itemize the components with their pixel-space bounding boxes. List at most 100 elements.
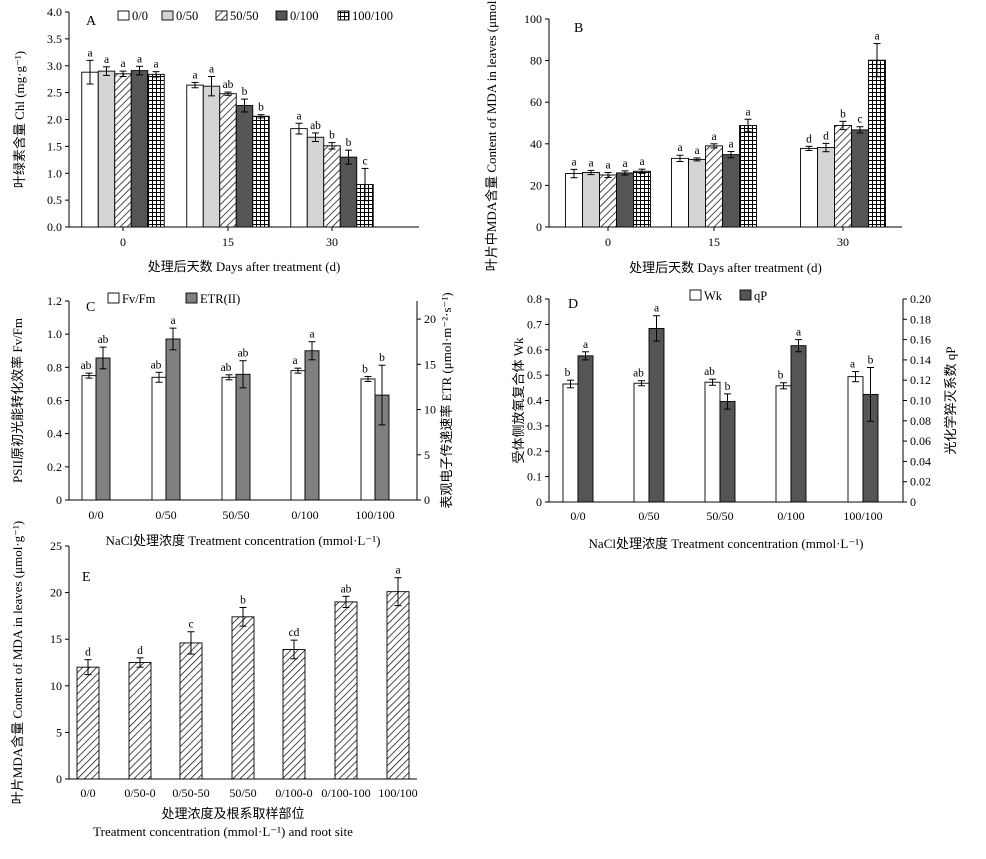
legend-label: qP: [754, 289, 767, 303]
panel-label: C: [86, 300, 95, 315]
bar: [339, 156, 358, 228]
bar: [165, 338, 181, 501]
y-right-tick-label: 5: [424, 448, 430, 462]
significance-label: ab: [704, 366, 715, 378]
x-axis-title: NaCl处理浓度 Treatment concentration (mmol·L…: [589, 536, 864, 551]
y-right-tick-label: 0.06: [910, 434, 931, 448]
bar: [235, 105, 254, 228]
chart-d: 0 0.1 0.2 0.3 0.4 0.5 0.6 0.7 0.8 0 0.02 0.04 0.06 0.…: [511, 289, 958, 551]
y-axis-title: 叶片MDA含量 Content of MDA in leaves (μmol·g…: [10, 521, 25, 804]
bar: [151, 376, 167, 501]
y-tick-label: 1.5: [47, 139, 62, 153]
significance-label: d: [137, 645, 143, 657]
significance-label: a: [874, 31, 879, 43]
significance-label: c: [188, 619, 193, 631]
bar: [704, 381, 721, 503]
y-tick-label: 0.5: [47, 193, 62, 207]
y-left-tick-label: 0.8: [527, 292, 542, 306]
significance-label: a: [309, 329, 314, 341]
significance-label: b: [258, 102, 264, 114]
y-tick-label: 40: [530, 137, 542, 151]
significance-label: b: [725, 381, 731, 393]
x-tick-label: 100/100: [378, 786, 417, 800]
significance-label: a: [588, 157, 593, 169]
bar: [282, 649, 306, 780]
x-tick-label: 50/50: [222, 508, 249, 522]
significance-label: c: [362, 155, 367, 167]
panel-label: A: [86, 14, 97, 29]
x-tick-label: 30: [326, 235, 338, 249]
y-left-tick-label: 0.4: [47, 427, 62, 441]
significance-label: b: [778, 370, 784, 382]
significance-label: a: [605, 160, 610, 172]
significance-label: a: [728, 138, 733, 150]
bar: [577, 355, 594, 503]
y-tick-label: 4.0: [47, 5, 62, 19]
y-tick-label: 3.5: [47, 32, 62, 46]
y-tick-label: 1.0: [47, 166, 62, 180]
bar: [633, 170, 651, 228]
significance-label: a: [104, 54, 109, 66]
y-tick-label: 20: [50, 586, 62, 600]
x-tick-label: 0/50: [638, 509, 659, 523]
bar: [705, 145, 723, 228]
x-tick-label: 0/0: [570, 509, 585, 523]
y-right-axis-title: 表观电子传递速率 ETR (μmol·m⁻²·s⁻¹): [439, 292, 454, 508]
x-tick-label: 100/100: [843, 509, 882, 523]
bar: [97, 70, 116, 228]
significance-label: d: [823, 130, 829, 142]
x-tick-label: 0/100-0: [275, 786, 312, 800]
x-tick-label: 0: [120, 235, 126, 249]
y-right-tick-label: 0.10: [910, 394, 931, 408]
y-left-tick-label: 0.8: [47, 360, 62, 374]
bar: [868, 59, 886, 228]
y-right-tick-label: 0.14: [910, 353, 931, 367]
legend-label: Wk: [704, 289, 723, 303]
y-left-tick-label: 0: [536, 495, 542, 509]
x-tick-label: 50/50: [229, 786, 256, 800]
significance-label: d: [85, 647, 91, 659]
significance-label: c: [857, 114, 862, 126]
x-tick-label: 0/50: [155, 508, 176, 522]
bar: [235, 373, 251, 501]
x-tick-label: 50/50: [706, 509, 733, 523]
bar: [290, 370, 306, 501]
bar: [306, 136, 325, 228]
y-right-tick-label: 0: [424, 493, 430, 507]
bar: [219, 93, 237, 228]
chart-e: 0 5 10 15 20 25 d 0/0 d 0/50-0 c 0/50-50 b 50/50 cd 0/1…: [10, 521, 418, 839]
significance-label: a: [120, 58, 125, 70]
legend-label: 0/0: [132, 9, 148, 23]
x-tick-label: 15: [222, 235, 234, 249]
legend-label: 100/100: [352, 9, 393, 23]
significance-label: ab: [98, 334, 109, 346]
legend-swatch: [107, 292, 120, 304]
y-tick-label: 20: [530, 178, 542, 192]
y-tick-label: 25: [50, 539, 62, 553]
y-right-tick-label: 0.04: [910, 454, 931, 468]
significance-label: a: [170, 315, 175, 327]
significance-label: a: [209, 64, 214, 76]
y-axis-title: 叶绿素含量 Chl (mg·g⁻¹): [12, 51, 27, 188]
bar: [81, 375, 97, 501]
significance-label: a: [677, 142, 682, 154]
significance-label: ab: [221, 362, 232, 374]
bar: [739, 125, 757, 228]
significance-label: b: [346, 137, 352, 149]
y-right-tick-label: 0.20: [910, 292, 931, 306]
x-tick-label: 0/0: [88, 508, 103, 522]
x-axis-title: 处理后天数 Days after treatment (d): [629, 260, 822, 275]
bar: [851, 129, 869, 228]
significance-label: d: [806, 133, 812, 145]
bar: [599, 174, 617, 228]
significance-label: a: [796, 327, 801, 339]
bar: [202, 85, 221, 228]
x-tick-label: 0/50-50: [172, 786, 209, 800]
x-axis-title: NaCl处理浓度 Treatment concentration (mmol·L…: [106, 533, 381, 548]
x-tick-label: 15: [708, 235, 720, 249]
y-tick-label: 80: [530, 54, 542, 68]
legend-label: Fv/Fm: [122, 292, 156, 306]
